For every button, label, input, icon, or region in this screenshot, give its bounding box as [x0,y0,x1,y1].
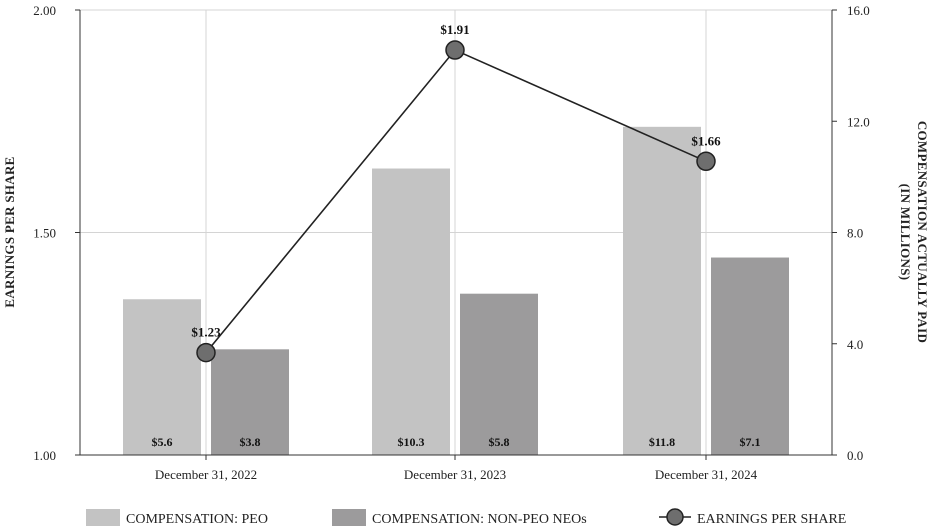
bar-label-peo: $10.3 [398,435,425,449]
right-tick-label: 4.0 [847,337,863,352]
bar-peo [372,168,450,455]
left-tick-label: 1.50 [33,226,56,241]
bar-label-peo: $5.6 [152,435,173,449]
legend-label-peo: COMPENSATION: PEO [126,512,268,527]
bar-non-peo [711,257,789,455]
right-axis-title-line2: (IN MILLIONS) [898,184,913,281]
eps-point-label: $1.66 [691,133,721,148]
right-tick-label: 16.0 [847,3,870,18]
left-axis-title: EARNINGS PER SHARE [2,156,17,307]
eps-point-label: $1.23 [191,325,221,340]
legend-swatch-non-peo [332,509,366,526]
x-tick-label: December 31, 2023 [404,467,506,482]
bar-label-peo: $11.8 [649,435,675,449]
eps-point-label: $1.91 [440,22,469,37]
legend-label-eps: EARNINGS PER SHARE [697,512,846,527]
right-axis-title-line1: COMPENSATION ACTUALLY PAID [915,121,930,343]
right-tick-label: 8.0 [847,226,863,241]
eps-point [196,342,216,363]
right-tick-label: 0.0 [847,448,863,463]
legend-marker-eps [666,508,684,526]
right-tick-label: 12.0 [847,114,870,129]
x-tick-label: December 31, 2022 [155,467,257,482]
bar-non-peo [460,293,538,455]
legend-label-non-peo: COMPENSATION: NON-PEO NEOs [372,512,587,527]
bar-peo [123,299,201,455]
bar-label-non-peo: $7.1 [740,435,761,449]
left-tick-label: 1.00 [33,448,56,463]
eps-point [445,40,465,60]
x-tick-label: December 31, 2024 [655,467,758,482]
bar-label-non-peo: $5.8 [489,435,510,449]
bar-non-peo [211,349,289,455]
bar-peo [623,126,701,455]
bar-label-non-peo: $3.8 [240,435,261,449]
eps-point [696,151,716,172]
legend-swatch-peo [86,509,120,526]
left-tick-label: 2.00 [33,3,56,18]
